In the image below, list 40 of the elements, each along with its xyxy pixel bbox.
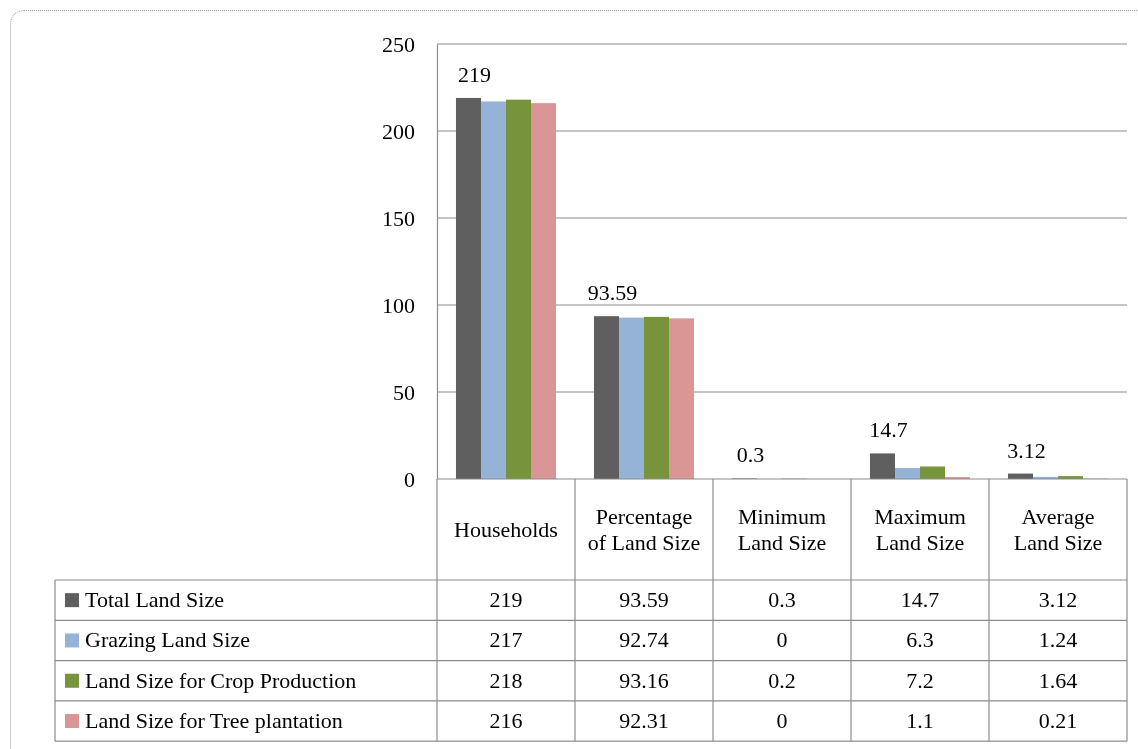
legend-label: Grazing Land Size: [85, 627, 250, 653]
data-label: 1.64: [1038, 667, 1078, 693]
data-label: 219: [489, 587, 523, 613]
data-label: 3.12: [1038, 587, 1078, 613]
data-label: 216: [489, 708, 523, 734]
data-label: 92.74: [619, 627, 669, 653]
y-tick-label: 150: [382, 205, 415, 231]
data-label: 1.1: [906, 708, 934, 734]
data-label: 217: [489, 627, 523, 653]
x-tick-label: Maximum Land Size: [874, 503, 966, 555]
data-label: 218: [489, 667, 523, 693]
y-tick-label: 200: [382, 118, 415, 144]
y-tick-label: 0: [404, 466, 415, 492]
data-label: 93.16: [619, 667, 669, 693]
annotation: 219: [457, 61, 491, 87]
legend-label: Land Size for Tree plantation: [85, 708, 343, 734]
annotation: 0.3: [736, 442, 765, 468]
annotation: 93.59: [587, 280, 638, 306]
y-tick-label: 100: [382, 292, 415, 318]
data-label: 0.3: [768, 587, 796, 613]
data-label: 1.24: [1038, 627, 1078, 653]
x-tick-label: Average Land Size: [1013, 503, 1103, 555]
legend-label: Total Land Size: [85, 587, 224, 613]
data-label: 6.3: [906, 627, 934, 653]
data-label: 14.7: [900, 587, 940, 613]
data-label: 0: [776, 627, 788, 653]
annotation: 3.12: [1007, 437, 1046, 463]
x-tick-label: Households: [454, 516, 558, 542]
legend-label: Land Size for Crop Production: [85, 667, 357, 693]
data-label: 7.2: [906, 667, 934, 693]
y-tick-label: 50: [393, 379, 415, 405]
data-label: 92.31: [619, 708, 669, 734]
x-tick-label: Minimum Land Size: [737, 503, 827, 555]
y-tick-label: 250: [382, 31, 415, 57]
data-label: 0: [776, 708, 788, 734]
data-label: 0.21: [1038, 708, 1078, 734]
data-label: 93.59: [619, 587, 669, 613]
data-label: 0.2: [768, 667, 796, 693]
annotation: 14.7: [869, 417, 908, 443]
x-tick-label: Percentage of Land Size: [587, 503, 701, 555]
